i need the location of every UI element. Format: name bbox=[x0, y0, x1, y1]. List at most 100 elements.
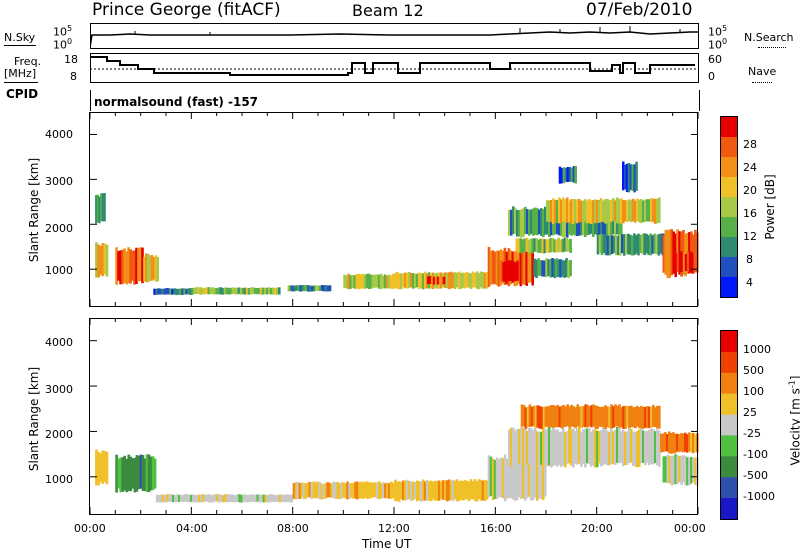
power-cell bbox=[694, 229, 697, 273]
power-cell bbox=[627, 163, 631, 193]
velocity-cell bbox=[526, 406, 530, 428]
velocity-cell bbox=[479, 479, 483, 501]
velocity-cell bbox=[388, 483, 391, 499]
power-cell bbox=[674, 253, 678, 272]
velocity-cell bbox=[186, 494, 189, 502]
power-cell bbox=[101, 243, 105, 277]
velocity-cell bbox=[165, 494, 169, 502]
power-cell bbox=[682, 251, 686, 273]
power-cell bbox=[634, 200, 637, 223]
power-cell bbox=[100, 193, 103, 221]
velocity-cell bbox=[658, 405, 661, 429]
velocity-cell bbox=[505, 458, 509, 499]
power-cell bbox=[567, 239, 570, 252]
power-cell bbox=[213, 288, 217, 295]
velocity-cell bbox=[372, 482, 375, 498]
velocity-cell bbox=[232, 495, 235, 503]
power-cell bbox=[638, 199, 641, 223]
velocity-cell bbox=[592, 429, 595, 466]
xtick-3: 12:00 bbox=[378, 522, 410, 535]
power-cell bbox=[530, 209, 533, 234]
velocity-cell bbox=[178, 494, 181, 502]
power-cell bbox=[555, 258, 558, 278]
power-colorbar-swatch bbox=[721, 277, 737, 298]
velocity-cell bbox=[477, 479, 481, 500]
power-cell bbox=[295, 285, 298, 291]
power-cell bbox=[563, 237, 566, 252]
power-cell bbox=[415, 273, 419, 288]
velocity-cell bbox=[560, 431, 563, 468]
velocity-cell bbox=[594, 405, 597, 429]
power-cell bbox=[578, 199, 581, 223]
velocity-cell bbox=[652, 404, 655, 427]
power-cell bbox=[483, 272, 487, 289]
velocity-cell bbox=[282, 494, 286, 502]
power-cell bbox=[123, 248, 126, 283]
velocity-cell bbox=[574, 431, 577, 464]
power-cell bbox=[154, 255, 158, 282]
velocity-cell bbox=[202, 494, 205, 502]
power-cell bbox=[481, 272, 485, 289]
velocity-cell bbox=[145, 454, 149, 493]
velocity-cell bbox=[608, 431, 611, 466]
power-cell bbox=[259, 287, 263, 295]
power-cell bbox=[537, 258, 540, 276]
velocity-cell bbox=[95, 449, 98, 486]
power-cell bbox=[566, 167, 570, 183]
power-ytick-1000: 1000 bbox=[45, 264, 73, 277]
velocity-cell bbox=[680, 433, 683, 452]
velocity-cell bbox=[636, 431, 639, 468]
velocity-plot bbox=[89, 318, 699, 515]
power-cell bbox=[205, 287, 208, 294]
velocity-cell bbox=[544, 406, 548, 427]
velocity-cell bbox=[222, 495, 225, 503]
power-cell bbox=[584, 208, 587, 237]
power-cell bbox=[233, 287, 237, 295]
power-cell bbox=[620, 198, 623, 224]
velocity-cell bbox=[692, 457, 695, 482]
velocity-cell bbox=[688, 432, 691, 452]
velocity-cell bbox=[487, 455, 491, 498]
power-cell bbox=[626, 200, 629, 222]
power-cell bbox=[629, 234, 632, 255]
velocity-cell bbox=[672, 432, 675, 454]
power-cell bbox=[379, 273, 383, 290]
freq-tick-high: 18 bbox=[64, 53, 78, 66]
power-cell bbox=[215, 288, 219, 295]
date-title: 07/Feb/2010 bbox=[586, 0, 693, 20]
power-cell bbox=[133, 250, 136, 285]
velocity-cell bbox=[654, 407, 657, 428]
velocity-cell bbox=[151, 456, 155, 491]
power-cell bbox=[299, 285, 302, 292]
velocity-cell bbox=[670, 432, 673, 454]
velocity-colorbar bbox=[720, 330, 738, 520]
power-cell bbox=[550, 209, 553, 236]
power-cell bbox=[125, 251, 128, 285]
velocity-cell bbox=[580, 431, 583, 467]
velocity-cell bbox=[469, 479, 473, 500]
velocity-cell bbox=[562, 427, 565, 466]
power-colorbar-swatch bbox=[721, 257, 737, 278]
velocity-cell bbox=[572, 406, 575, 427]
velocity-cell bbox=[356, 481, 359, 500]
velocity-cell bbox=[459, 480, 463, 500]
xtick-5: 20:00 bbox=[581, 522, 613, 535]
velocity-cell bbox=[632, 407, 635, 428]
power-cell bbox=[159, 288, 162, 295]
velocity-cell bbox=[380, 483, 383, 499]
velocity-cell bbox=[224, 494, 227, 502]
power-cell bbox=[623, 234, 626, 256]
velocity-cell bbox=[552, 405, 556, 428]
power-cell bbox=[363, 274, 367, 289]
power-cell bbox=[145, 253, 148, 283]
velocity-cell bbox=[161, 494, 165, 503]
power-cell bbox=[440, 276, 444, 285]
velocity-cell bbox=[378, 481, 381, 500]
power-cell bbox=[564, 209, 567, 238]
velocity-cell bbox=[620, 407, 623, 428]
velocity-cell bbox=[336, 481, 339, 499]
velocity-cell bbox=[646, 430, 649, 463]
velocity-cell bbox=[513, 458, 517, 502]
power-cell bbox=[173, 288, 176, 295]
power-cell bbox=[430, 276, 434, 284]
